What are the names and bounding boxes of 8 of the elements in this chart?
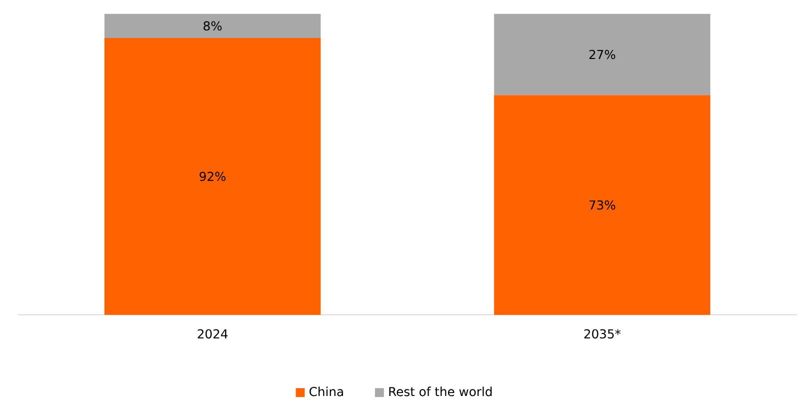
x-tick-label: 2035* [584, 329, 621, 339]
legend-label: China [310, 386, 343, 396]
data-label: 27% [589, 50, 616, 60]
data-label: 8% [204, 21, 222, 31]
x-tick-label: 2024 [198, 329, 228, 339]
data-label: 92% [200, 172, 226, 182]
data-label: 73% [589, 200, 616, 210]
legend-label: Rest of the world [389, 386, 492, 396]
